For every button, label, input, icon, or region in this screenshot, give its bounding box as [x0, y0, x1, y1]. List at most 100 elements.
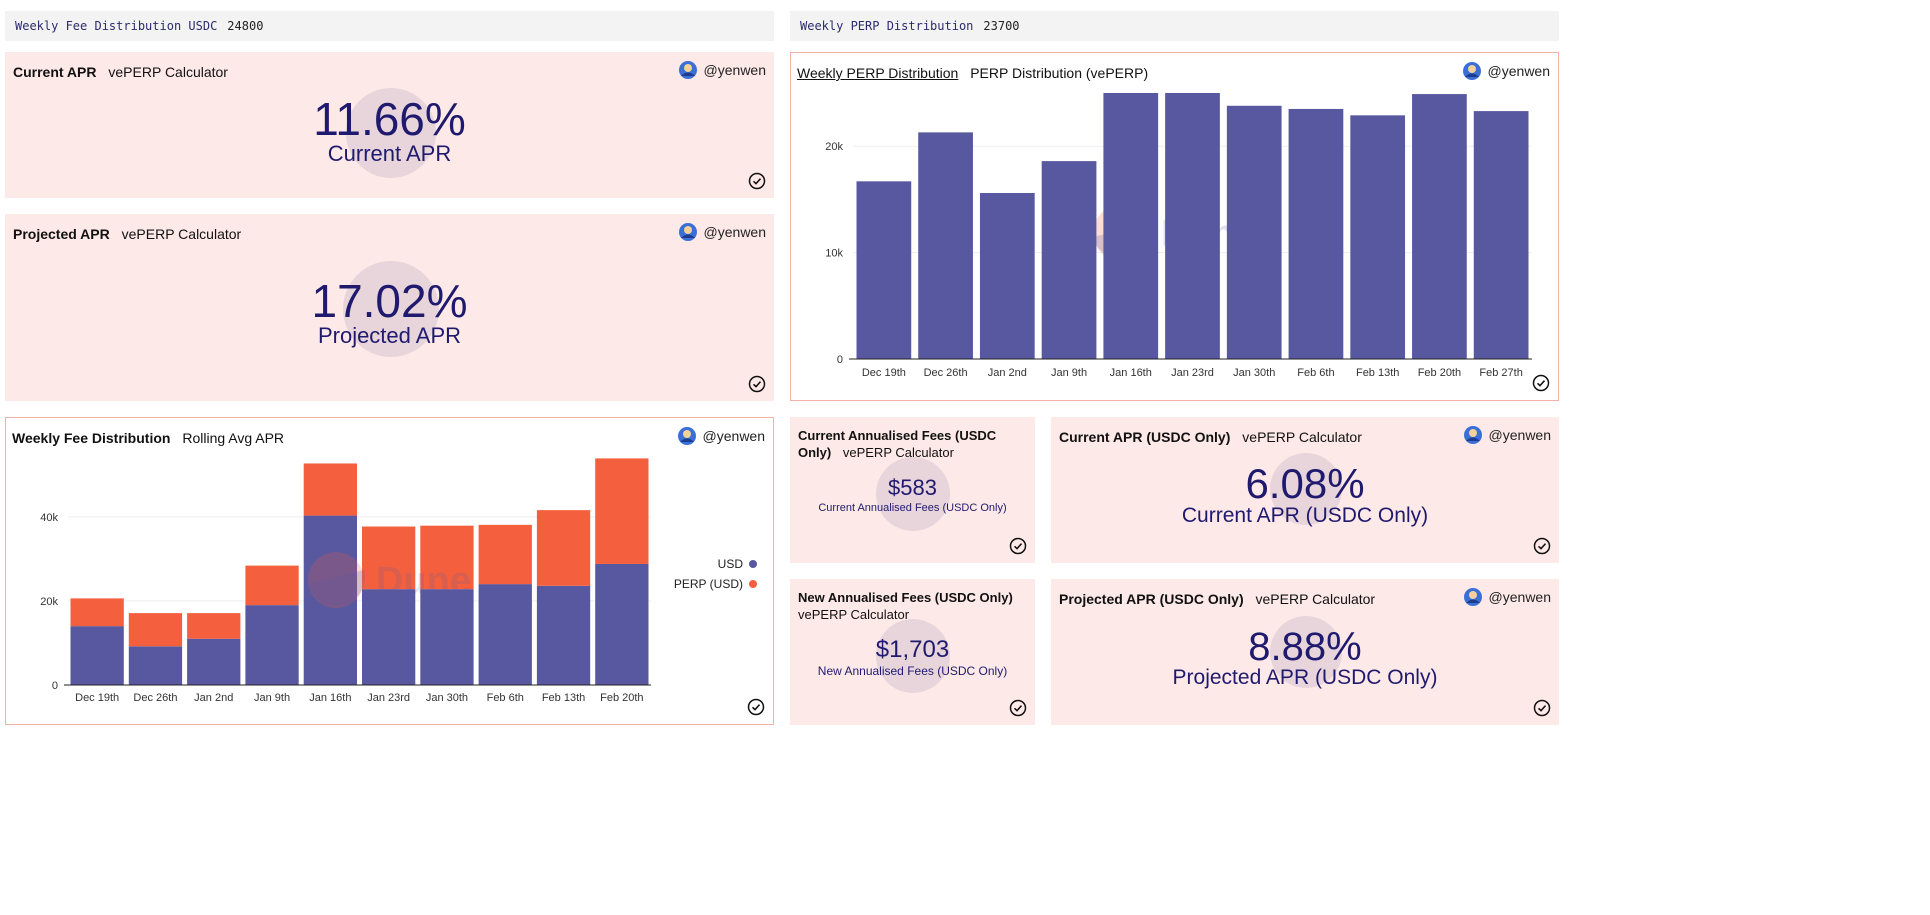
bar-usd [128, 646, 183, 685]
card-title[interactable]: Projected APR [13, 226, 110, 242]
legend-label: PERP (USD) [673, 577, 743, 591]
card-title[interactable]: Current APR [13, 64, 97, 80]
bar-usd [70, 626, 124, 685]
check-circle-icon [1009, 537, 1027, 555]
watermark-blob [876, 457, 950, 531]
card-subtitle: PERP Distribution (vePERP) [970, 65, 1149, 81]
x-tick-label: Dec 19th [75, 692, 119, 704]
counter-label: Projected APR (USDC Only) [1172, 666, 1438, 689]
card-header: Current Annualised Fees (USDC Only) vePE… [798, 427, 998, 461]
bar-perp [420, 525, 474, 590]
card-header: Current APR (USDC Only) vePERP Calculato… [1059, 427, 1362, 447]
param-value[interactable]: 23700 [983, 19, 1020, 33]
counter-label: New Annualised Fees (USDC Only) [817, 664, 1008, 678]
dune-watermark-icon [308, 552, 364, 608]
counter-current-apr-usdc: 6.08% Current APR (USDC Only) [1051, 463, 1559, 527]
counter-label: Projected APR [317, 323, 462, 348]
bar-usd [420, 589, 474, 685]
bar-perp [478, 524, 532, 585]
y-tick-label: 0 [837, 354, 843, 366]
author[interactable]: @yenwen [1463, 587, 1551, 607]
card-current-annualised-fees: Current Annualised Fees (USDC Only) vePE… [790, 417, 1035, 563]
watermark-blob [346, 88, 436, 178]
card-projected-apr: Projected APR vePERP Calculator @yenwen … [5, 214, 774, 401]
author[interactable]: @yenwen [1463, 425, 1551, 445]
check-circle-icon [747, 698, 765, 716]
bar-usd [245, 605, 299, 685]
card-subtitle: vePERP Calculator [798, 607, 910, 622]
x-tick-label: Dec 19th [862, 367, 906, 379]
bar [1226, 105, 1282, 359]
x-tick-label: Feb 6th [487, 692, 524, 704]
counter-value: 11.66% [313, 93, 466, 145]
legend-label: USD [717, 557, 743, 571]
bar-usd [362, 589, 416, 685]
bar [856, 181, 912, 359]
card-title[interactable]: Current APR (USDC Only) [1059, 429, 1231, 445]
card-title[interactable]: Weekly Fee Distribution [12, 430, 171, 446]
card-current-apr-usdc: Current APR (USDC Only) vePERP Calculato… [1051, 417, 1559, 563]
counter-label: Current APR [327, 141, 452, 166]
author-name: @yenwen [1487, 63, 1550, 79]
x-tick-label: Jan 16th [309, 692, 351, 704]
card-title[interactable]: Projected APR (USDC Only) [1059, 591, 1244, 607]
card-header: Weekly Fee Distribution Rolling Avg APR [12, 428, 284, 448]
author-name: @yenwen [703, 224, 766, 240]
bar [1041, 161, 1097, 359]
bar [1103, 93, 1159, 359]
check-circle-icon [1009, 699, 1027, 717]
card-title[interactable]: Current Annualised Fees (USDC Only) [798, 428, 997, 460]
avatar-icon [1463, 426, 1482, 444]
bar-perp [536, 510, 591, 586]
fee-distribution-chart: 0 20k 40k Dec 19th Dec 26th Jan 2nd Jan 9th Jan… [40, 458, 651, 704]
x-tick-label: Dec 26th [924, 367, 968, 379]
card-current-apr: Current APR vePERP Calculator @yenwen 11… [5, 52, 774, 198]
watermark-blob [1270, 453, 1342, 525]
param-value[interactable]: 24800 [227, 19, 264, 33]
author[interactable]: @yenwen [678, 60, 766, 80]
counter-value: 17.02% [311, 275, 468, 327]
check-circle-icon [748, 375, 766, 393]
card-title[interactable]: New Annualised Fees (USDC Only) [798, 590, 1013, 605]
legend-item-perp[interactable]: PERP (USD) [674, 574, 757, 594]
card-title[interactable]: Weekly PERP Distribution [797, 65, 959, 81]
x-tick-label: Jan 16th [1110, 367, 1152, 379]
bar-perp [128, 613, 183, 647]
counter-label: Current Annualised Fees (USDC Only) [818, 502, 1007, 514]
param-weekly-fee-distribution[interactable]: Weekly Fee Distribution USDC 24800 [5, 11, 774, 41]
avatar-icon [677, 427, 696, 445]
bar-usd [536, 585, 591, 685]
y-tick-label: 20k [40, 596, 58, 608]
counter-current-annualised-fees: $583 Current Annualised Fees (USDC Only) [790, 477, 1035, 515]
card-subtitle: vePERP Calculator [1255, 591, 1376, 607]
bar-perp [362, 526, 416, 590]
author-name: @yenwen [1488, 427, 1551, 443]
watermark-blob [876, 619, 950, 693]
param-weekly-perp-distribution[interactable]: Weekly PERP Distribution 23700 [790, 11, 1559, 41]
author[interactable]: @yenwen [1462, 61, 1550, 81]
card-header: New Annualised Fees (USDC Only) vePERP C… [798, 589, 1030, 623]
counter-label: Current APR (USDC Only) [1181, 504, 1429, 527]
card-subtitle: Rolling Avg APR [182, 430, 285, 446]
card-new-annualised-fees: New Annualised Fees (USDC Only) vePERP C… [790, 579, 1035, 725]
author[interactable]: @yenwen [678, 222, 766, 242]
y-tick-label: 0 [52, 680, 58, 692]
check-circle-icon [748, 172, 766, 190]
bar [918, 132, 973, 359]
author-name: @yenwen [703, 62, 766, 78]
bar [1165, 93, 1220, 359]
dune-watermark-shape [308, 570, 365, 606]
y-tick-label: 20k [825, 141, 843, 153]
legend-item-usd[interactable]: USD [674, 554, 757, 574]
check-circle-icon [1532, 374, 1550, 392]
author-name: @yenwen [1488, 589, 1551, 605]
check-circle-icon [1533, 699, 1551, 717]
x-tick-label: Jan 23rd [367, 692, 410, 704]
bar-perp [245, 565, 299, 606]
counter-value: 8.88% [1248, 625, 1362, 669]
avatar-icon [678, 223, 697, 241]
author[interactable]: @yenwen [677, 426, 765, 446]
counter-projected-apr: 17.02% Projected APR [5, 278, 774, 347]
param-label: Weekly Fee Distribution USDC [15, 19, 218, 33]
